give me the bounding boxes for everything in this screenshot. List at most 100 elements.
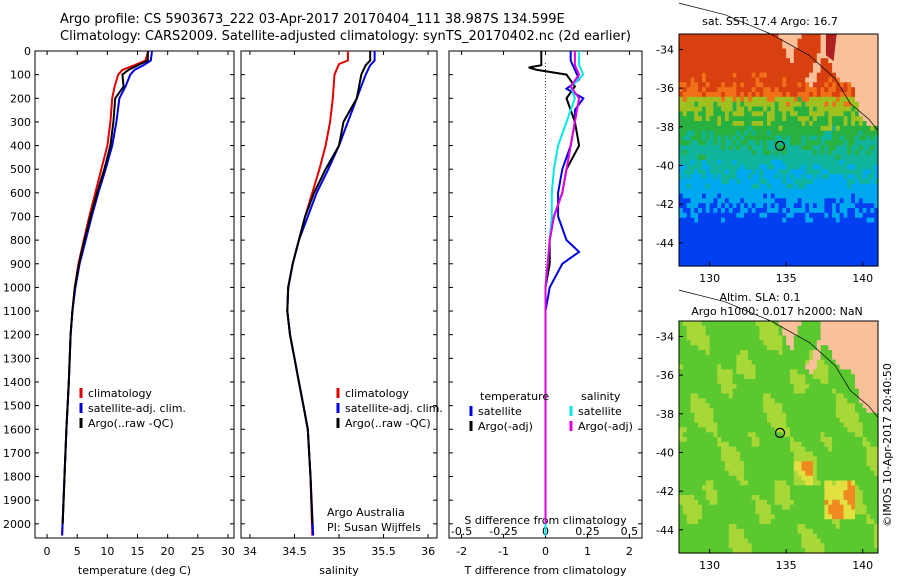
map-cell: [843, 350, 848, 356]
map-cell: [709, 256, 714, 262]
map-cell: [747, 43, 753, 50]
map-cell: [682, 388, 688, 395]
map-cell: [770, 53, 776, 59]
map-cell: [702, 369, 707, 375]
map-cell: [702, 350, 707, 356]
map-cell: [782, 528, 787, 535]
map-cell: [732, 374, 737, 380]
map-cell: [835, 417, 841, 424]
map-cell: [763, 538, 768, 544]
map-cell: [767, 509, 772, 515]
map-cell: [713, 451, 718, 457]
map-cell: [793, 111, 799, 117]
map-cell: [709, 383, 714, 390]
map-cell: [820, 111, 825, 117]
map-cell: [698, 72, 703, 79]
map-cell: [835, 412, 841, 419]
map-cell: [866, 188, 871, 195]
x-tick-label: 35: [332, 545, 346, 558]
map-cell: [763, 154, 768, 161]
map-cell: [767, 538, 772, 544]
map-cell: [855, 340, 860, 346]
map-cell: [755, 548, 760, 554]
map-cell: [774, 116, 780, 122]
map-cell: [747, 203, 753, 209]
map-cell: [682, 504, 688, 511]
map-cell: [790, 67, 795, 74]
map-cell: [793, 432, 799, 438]
map-cell: [851, 43, 856, 50]
map-cell: [767, 63, 772, 69]
map-cell: [705, 72, 711, 79]
map-cell: [690, 480, 695, 486]
map-cell: [686, 193, 692, 199]
map-cell: [786, 485, 791, 491]
map-cell: [732, 466, 737, 472]
map-cell: [866, 203, 871, 209]
map-cell: [816, 422, 822, 428]
map-cell: [812, 369, 818, 375]
map-cell: [682, 393, 688, 399]
map-cell: [698, 43, 703, 50]
map-cell: [740, 121, 745, 127]
map-cell: [717, 34, 722, 40]
map-cell: [809, 412, 814, 419]
map-cell: [747, 135, 753, 141]
map-cell: [816, 475, 822, 482]
map-cell: [690, 67, 695, 74]
map-cell: [679, 490, 684, 496]
map-cell: [728, 340, 734, 346]
map-cell: [858, 96, 864, 103]
map-cell: [759, 461, 764, 467]
map-cell: [782, 130, 787, 137]
map-cell: [698, 58, 703, 64]
map-cell: [732, 159, 737, 166]
map-cell: [686, 48, 692, 54]
map-cell: [690, 519, 695, 525]
map-cell: [698, 383, 703, 390]
map-cell: [702, 538, 707, 544]
map-cell: [724, 111, 730, 117]
map-cell: [763, 533, 768, 540]
map-cell: [832, 154, 837, 161]
map-cell: [797, 446, 802, 453]
map-cell: [709, 116, 714, 122]
map-cell: [705, 446, 711, 453]
map-cell: [713, 188, 718, 195]
map-cell: [755, 106, 760, 112]
map-cell: [747, 345, 753, 351]
map-cell: [774, 354, 780, 361]
map-cell: [770, 379, 776, 385]
map-cell: [828, 369, 833, 375]
map-cell: [740, 217, 745, 224]
map-cell: [694, 203, 699, 209]
map-cell: [778, 174, 783, 180]
map-cell: [740, 538, 745, 544]
map-cell: [759, 335, 764, 341]
map-cell: [832, 422, 837, 428]
map-cell: [763, 461, 768, 467]
map-cell: [690, 524, 695, 530]
map-cell: [847, 330, 852, 337]
map-cell: [690, 398, 695, 404]
map-cell: [832, 379, 837, 385]
map-cell: [740, 135, 745, 141]
map-cell: [755, 179, 760, 185]
map-cell: [843, 330, 848, 337]
map-cell: [767, 208, 772, 214]
map-cell: [797, 116, 802, 122]
map-cell: [740, 183, 745, 190]
map-cell: [843, 188, 848, 195]
y-tick-label: 1300: [3, 352, 31, 365]
map-cell: [855, 34, 860, 40]
map-cell: [713, 359, 718, 366]
map-cell: [686, 359, 692, 366]
map-cell: [801, 446, 806, 453]
map-cell: [858, 174, 864, 180]
map-cell: [874, 48, 879, 54]
map-cell: [740, 232, 745, 238]
map-cell: [686, 470, 692, 477]
map-cell: [839, 490, 845, 496]
map-cell: [858, 67, 864, 74]
